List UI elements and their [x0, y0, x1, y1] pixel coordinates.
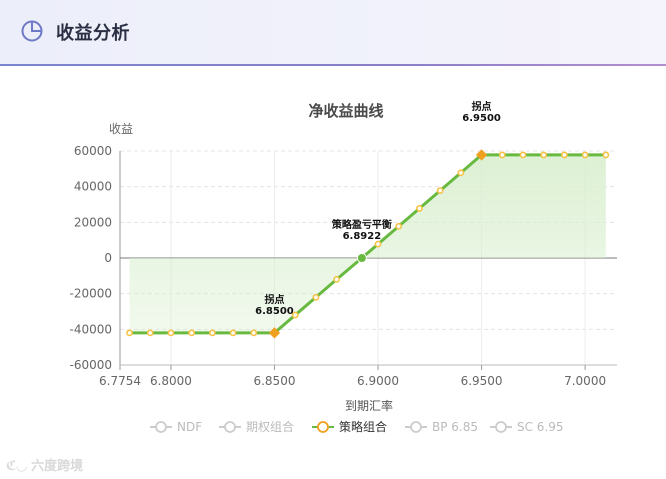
y-tick-label: 40000	[74, 180, 112, 194]
page-header: 收益分析	[0, 0, 666, 64]
data-point	[312, 293, 320, 301]
data-point	[291, 311, 299, 319]
inflection-marker	[268, 327, 281, 339]
data-point	[208, 329, 216, 337]
legend-item: 期权组合	[246, 419, 294, 434]
legend-marker	[224, 421, 236, 433]
data-point	[229, 329, 237, 337]
annotation-label: 拐点	[264, 293, 284, 306]
legend-item: SC 6.95	[517, 420, 564, 434]
data-point	[457, 169, 465, 177]
x-tick-label: 6.8500	[253, 374, 295, 388]
data-point	[374, 240, 382, 248]
annotation-label: 策略盈亏平衡	[332, 218, 392, 231]
annotation-value: 6.8500	[255, 306, 294, 317]
legend-marker	[410, 421, 422, 433]
data-point	[126, 329, 133, 337]
annotation-value: 6.8922	[343, 231, 382, 242]
y-axis-label: 收益	[109, 122, 133, 136]
legend-marker	[155, 421, 167, 433]
legend-marker	[317, 421, 329, 433]
series-line	[129, 153, 606, 335]
x-tick-label: 6.7754	[99, 374, 141, 388]
legend-item: BP 6.85	[432, 420, 478, 434]
x-tick-label: 6.8000	[150, 374, 192, 388]
legend-item: 策略组合	[339, 419, 387, 434]
y-tick-label: -40000	[69, 322, 112, 336]
x-tick-label: 7.0000	[564, 374, 606, 388]
header-divider	[0, 64, 666, 66]
data-point	[333, 275, 341, 283]
data-point	[250, 329, 258, 337]
data-point	[167, 329, 175, 337]
data-point	[602, 151, 610, 159]
pie-chart-icon	[21, 20, 43, 42]
legend-marker	[495, 421, 507, 433]
data-point	[416, 205, 423, 212]
y-tick-label: -20000	[69, 287, 112, 301]
page-title: 收益分析	[56, 23, 130, 44]
watermark-text: 六度跨境	[31, 459, 84, 474]
y-tick-label: 20000	[74, 215, 112, 229]
series-area	[129, 154, 606, 333]
data-point	[561, 151, 568, 159]
annotation-label: 拐点	[472, 100, 492, 113]
x-tick-label: 6.9000	[357, 374, 399, 388]
legend-item: NDF	[177, 420, 202, 434]
chart-title: 净收益曲线	[308, 102, 383, 120]
data-point	[498, 151, 506, 159]
data-point	[436, 187, 444, 194]
y-tick-label: 60000	[74, 144, 112, 158]
annotation-value: 6.9500	[462, 113, 501, 124]
watermark-logo-icon: ℭ◡	[6, 459, 27, 474]
data-point	[188, 329, 196, 337]
breakeven-marker	[356, 253, 367, 263]
x-axis-label: 到期汇率	[345, 398, 393, 413]
y-tick-label: 0	[104, 251, 112, 265]
inflection-marker	[475, 149, 488, 161]
x-tick-label: 6.9500	[461, 374, 503, 388]
watermark: ℭ◡ 六度跨境	[6, 455, 83, 474]
data-point	[581, 151, 589, 159]
y-tick-label: -60000	[69, 358, 112, 372]
data-point	[395, 222, 403, 230]
data-point	[519, 151, 527, 159]
data-point	[540, 151, 548, 159]
data-point	[146, 329, 154, 337]
